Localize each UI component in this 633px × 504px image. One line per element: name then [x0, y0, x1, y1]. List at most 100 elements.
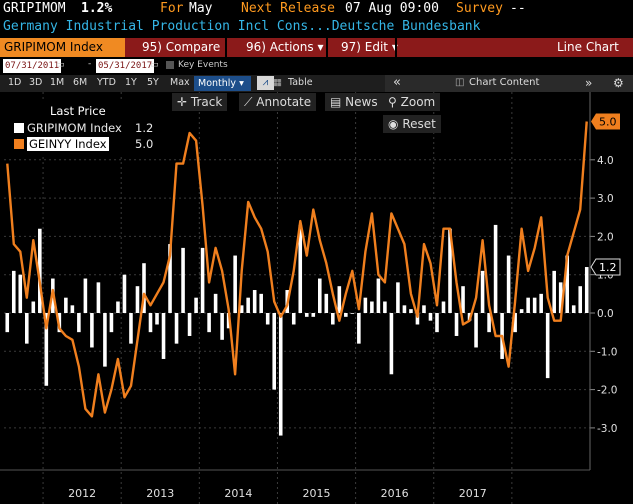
x-year-label: 2012 [68, 487, 96, 500]
bar [31, 301, 36, 313]
bar [454, 313, 459, 336]
next-release-date: 07 Aug 09:00 [345, 1, 439, 16]
bar [64, 297, 68, 313]
actions-dropdown-icon: ▾ [317, 40, 324, 54]
bar [38, 228, 42, 313]
bar [239, 305, 244, 313]
bar [448, 228, 452, 313]
track-button[interactable]: ✛ Track [172, 93, 228, 111]
bar [578, 286, 583, 313]
bar [324, 293, 329, 313]
range-max[interactable]: Max [170, 77, 190, 88]
legend-item-geinyy[interactable]: GEINYY Index [14, 137, 109, 151]
zoom-button[interactable]: ⚲ Zoom [383, 93, 441, 111]
bar [278, 313, 283, 436]
legend-title: Last Price [50, 104, 106, 118]
bar [233, 255, 237, 313]
bar [370, 301, 374, 313]
next-release-label: Next Release [241, 1, 335, 16]
chart-area[interactable]: -3.0 -2.0 -1.0 0.0 1.0 2.0 3.0 4.0 2012 2013 2014… [0, 92, 633, 504]
key-events-checkbox[interactable] [166, 61, 174, 69]
bar [272, 313, 277, 390]
start-date-field[interactable]: 07/31/2011 [3, 59, 62, 73]
bar [181, 247, 185, 313]
bar [265, 313, 270, 325]
legend-item-gripimom[interactable]: GRIPIMOM Index [14, 121, 122, 135]
bar [148, 313, 153, 333]
y-tick-label: -3.0 [597, 423, 618, 435]
compare-button[interactable]: 95) Compare [142, 38, 220, 57]
chart-content-bar: « ◫ Chart Content » ⚙ [385, 75, 633, 92]
ticker-label: GRIPIMOM [3, 1, 66, 16]
bar [558, 282, 563, 313]
bar [24, 313, 29, 344]
bar [428, 313, 433, 321]
chart-type-label: Line Chart [557, 40, 619, 54]
last-value-tag: 5.0 [591, 113, 620, 130]
y-tick-label: 3.0 [597, 193, 614, 205]
range-3d[interactable]: 3D [29, 77, 43, 88]
bar [90, 313, 94, 348]
bar [461, 286, 465, 313]
bar [487, 313, 491, 333]
frequency-label: Monthly [198, 78, 237, 89]
bar [389, 313, 394, 375]
chart-legend: Last Price GRIPIMOM Index 1.2 GEINYY Ind… [4, 101, 164, 155]
edit-button[interactable]: 97) Edit ▾ [341, 38, 398, 57]
bar [545, 313, 550, 379]
bar [194, 297, 198, 313]
bar [103, 313, 107, 367]
collapse-right-icon[interactable]: » [585, 76, 593, 90]
range-ytd[interactable]: YTD [97, 77, 116, 88]
bar [344, 313, 348, 317]
chart-style-icon[interactable]: ⩘ [257, 76, 274, 90]
range-5y[interactable]: 5Y [147, 77, 159, 88]
bar [584, 267, 589, 313]
chart-type-button[interactable]: Line Chart [557, 38, 619, 57]
frequency-dropdown[interactable]: Monthly ▾ [194, 76, 251, 91]
track-icon: ✛ [177, 95, 188, 109]
for-month: May [189, 1, 213, 16]
y-tick-label: -1.0 [597, 346, 618, 358]
reset-button[interactable]: ◉ Reset [383, 115, 441, 133]
last-value-tag: 1.2 [590, 258, 621, 276]
legend-item-name: GRIPIMOM Index [27, 121, 122, 135]
bar [552, 270, 556, 313]
chart-content-button[interactable]: Chart Content [469, 77, 540, 88]
news-button[interactable]: ▤ News [325, 93, 383, 111]
bar [506, 255, 511, 313]
ticker-field[interactable]: GRIPIMOM Index [0, 38, 125, 57]
y-tick-label: 2.0 [597, 231, 614, 243]
bar [5, 313, 10, 333]
gear-icon[interactable]: ⚙ [613, 76, 624, 90]
bar [526, 297, 530, 313]
security-header: GRIPIMOM 1.2% For May Next Release 07 Au… [0, 0, 633, 19]
range-1m[interactable]: 1M [50, 77, 65, 88]
range-1d[interactable]: 1D [8, 77, 22, 88]
edit-dropdown-icon: ▾ [392, 40, 398, 54]
bar [409, 309, 413, 313]
end-date-field[interactable]: 05/31/2017 [96, 59, 155, 73]
range-1y[interactable]: 1Y [125, 77, 137, 88]
bar [435, 313, 439, 333]
bar [350, 313, 355, 314]
annotate-button[interactable]: ⟋ Annotate [239, 93, 317, 111]
collapse-icon[interactable]: « [393, 75, 401, 90]
bar [161, 313, 166, 359]
bar [200, 247, 205, 313]
bar [174, 313, 179, 344]
range-6m[interactable]: 6M [73, 77, 88, 88]
x-year-label: 2015 [303, 487, 331, 500]
last-value-tag-label: 1.2 [599, 261, 617, 274]
table-button[interactable]: Table [288, 77, 313, 88]
actions-button[interactable]: 96) Actions ▾ [246, 38, 323, 57]
compare-label: 95) Compare [142, 40, 221, 54]
track-label: Track [190, 95, 223, 109]
bar [18, 274, 23, 313]
reset-label: Reset [402, 117, 436, 131]
bar [331, 313, 335, 325]
annotate-icon: ⟋ [244, 95, 253, 109]
bar [11, 270, 16, 313]
bar [493, 224, 498, 313]
bar [122, 274, 127, 313]
